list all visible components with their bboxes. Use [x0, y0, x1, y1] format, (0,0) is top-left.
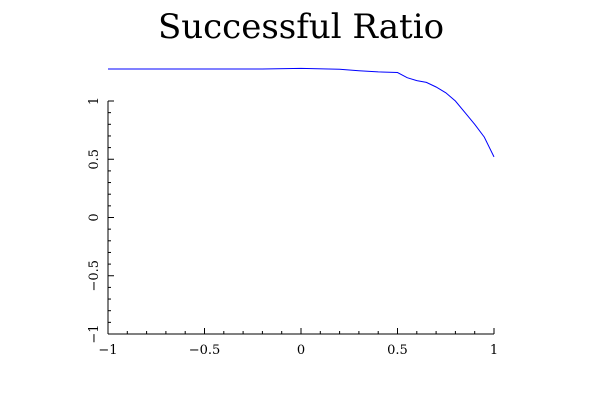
y-tick-label: 0 [87, 213, 102, 221]
y-tick-label: 0.5 [87, 149, 102, 170]
ticks: −1 −0.5 0 0.5 1 −1 −0.5 0 0.5 1 [87, 97, 498, 358]
x-tick-label: −1 [98, 343, 117, 358]
axes [107, 101, 494, 335]
x-tick-label: 0 [297, 343, 305, 358]
x-tick-label: −0.5 [189, 343, 221, 358]
series-line-successful-ratio [108, 67, 495, 158]
y-tick-label: −1 [87, 324, 102, 343]
series-group [108, 67, 495, 158]
y-tick-label: −0.5 [87, 260, 102, 292]
x-tick-label: 0.5 [387, 343, 408, 358]
chart-title: Successful Ratio [158, 7, 444, 47]
x-tick-label: 1 [490, 343, 498, 358]
y-tick-label: 1 [87, 97, 102, 105]
